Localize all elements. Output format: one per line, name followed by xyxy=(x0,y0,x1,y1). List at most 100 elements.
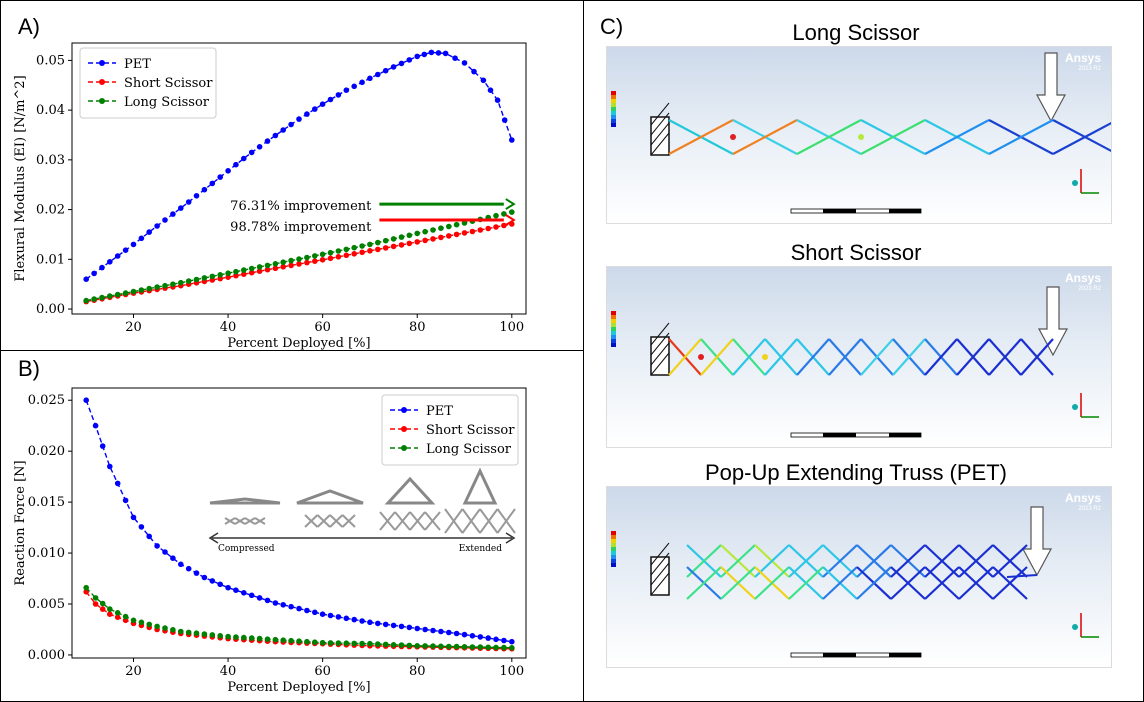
sim-title-long-scissor: Long Scissor xyxy=(792,20,920,45)
legend-swatch-marker xyxy=(401,445,407,451)
deployment-stage-lattice xyxy=(244,517,256,525)
y-tick-label: 0.00 xyxy=(36,302,65,317)
data-point xyxy=(272,265,279,272)
data-point xyxy=(312,253,318,259)
data-point xyxy=(312,639,318,645)
data-point xyxy=(241,271,247,278)
data-point xyxy=(99,264,105,271)
x-tick-label: 40 xyxy=(220,664,237,679)
data-point xyxy=(367,75,373,82)
data-point xyxy=(280,259,287,266)
legend-swatch-marker xyxy=(99,79,105,85)
data-point xyxy=(442,50,449,57)
annotation-text: 98.78% improvement xyxy=(230,220,372,235)
data-point xyxy=(256,268,263,275)
data-point xyxy=(130,617,137,624)
data-point xyxy=(288,262,294,269)
data-point xyxy=(335,640,342,646)
data-point xyxy=(91,296,97,302)
data-point xyxy=(335,248,342,254)
data-point xyxy=(406,240,413,247)
y-tick-label: 0.020 xyxy=(28,444,65,459)
data-point xyxy=(430,643,436,649)
fixed-support-hatch xyxy=(650,342,670,366)
data-point xyxy=(264,597,271,604)
data-point xyxy=(438,643,444,650)
deployment-stage-lattice xyxy=(479,508,499,534)
data-point xyxy=(241,590,247,596)
data-point xyxy=(83,589,89,595)
fixed-support-hatch xyxy=(650,102,670,126)
data-point xyxy=(367,619,373,626)
data-point xyxy=(138,235,145,242)
data-point xyxy=(138,619,145,626)
data-point xyxy=(359,79,365,86)
deployment-stage-lattice xyxy=(341,514,356,528)
data-point xyxy=(414,230,421,237)
data-point xyxy=(83,397,89,403)
truss-member xyxy=(720,566,756,600)
data-point xyxy=(296,638,302,644)
contour-legend-swatch xyxy=(611,555,616,559)
truss-member xyxy=(796,338,830,376)
data-point xyxy=(343,615,350,622)
data-point xyxy=(382,621,389,628)
data-point xyxy=(480,77,487,84)
truss-member xyxy=(992,566,1028,600)
truss-member xyxy=(958,566,994,600)
fixed-support-hatch xyxy=(650,332,670,356)
deployment-arrowhead-left xyxy=(208,532,219,544)
data-point xyxy=(296,261,302,267)
data-point xyxy=(130,514,137,521)
ansys-version: 2023 R2 xyxy=(1078,286,1101,292)
truss-member xyxy=(668,338,702,376)
data-point xyxy=(430,227,436,233)
ansys-logo: Ansys 2023 R2 xyxy=(1065,492,1101,515)
data-point xyxy=(359,243,365,249)
stress-hotspot xyxy=(762,354,768,360)
fixed-support-hatch xyxy=(650,132,670,156)
data-point xyxy=(83,584,89,591)
sim-title-pet: Pop-Up Extending Truss (PET) xyxy=(704,460,1007,485)
data-point xyxy=(390,642,397,648)
deployment-stage-lattice xyxy=(379,511,396,531)
data-point xyxy=(138,287,145,293)
plot-area xyxy=(71,387,527,659)
data-point xyxy=(170,555,176,561)
pet-truss-upper xyxy=(686,544,1028,578)
data-point xyxy=(146,229,152,235)
triad-origin xyxy=(1072,624,1078,630)
contour-legend-swatch xyxy=(611,315,616,319)
contour-legend-swatch xyxy=(611,107,616,111)
truss-member xyxy=(732,119,798,155)
data-point xyxy=(343,87,350,93)
data-point xyxy=(327,249,334,256)
panel-c-label: C) xyxy=(600,14,624,39)
contour-legend-swatch xyxy=(611,311,616,315)
scale-bar-fill xyxy=(823,209,856,213)
deployment-stage-truss xyxy=(209,497,281,505)
data-point xyxy=(469,633,476,639)
data-point xyxy=(471,68,477,75)
data-point xyxy=(264,636,271,642)
data-point xyxy=(367,248,373,254)
data-point xyxy=(390,64,397,70)
data-point xyxy=(114,614,121,620)
scale-bar xyxy=(790,652,922,658)
deployment-stage-lattice xyxy=(316,514,331,528)
data-point xyxy=(461,230,468,236)
legend-swatch-marker xyxy=(99,98,105,104)
data-point xyxy=(248,149,255,156)
data-point xyxy=(280,127,287,133)
data-point xyxy=(375,620,381,627)
truss-member xyxy=(1020,338,1054,376)
deployment-stage-lattice xyxy=(254,517,266,525)
truss-member xyxy=(956,338,990,376)
series-markers-long-scissor xyxy=(83,584,515,651)
data-point xyxy=(509,137,515,143)
data-point xyxy=(130,241,137,248)
data-point xyxy=(406,232,413,239)
data-point xyxy=(477,227,484,233)
data-point xyxy=(272,261,279,267)
force-arrow xyxy=(1037,286,1069,357)
